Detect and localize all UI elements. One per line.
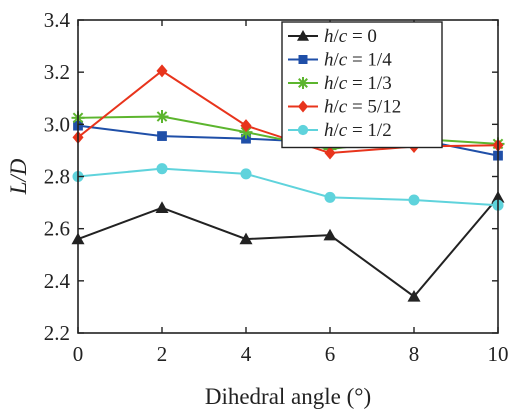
x-axis-title: Dihedral angle (°) bbox=[205, 384, 371, 409]
legend-label: h/c = 0 bbox=[324, 26, 377, 47]
diamond-marker bbox=[324, 146, 336, 160]
triangle-marker bbox=[155, 201, 169, 213]
series-line bbox=[77, 167, 499, 207]
legend-box bbox=[281, 21, 443, 149]
series-0 bbox=[71, 190, 505, 302]
circle-marker bbox=[408, 194, 420, 206]
circle-marker bbox=[156, 163, 168, 175]
triangle-marker bbox=[323, 228, 337, 241]
legend-entry: h/c = 1/4 bbox=[288, 50, 392, 71]
x-tick-label: 2 bbox=[157, 342, 168, 366]
square-marker bbox=[157, 131, 167, 141]
y-tick-label: 3.0 bbox=[44, 112, 70, 136]
star-marker bbox=[297, 77, 309, 89]
square-marker bbox=[241, 133, 251, 144]
y-tick-label: 2.4 bbox=[44, 269, 71, 293]
y-axis-title: L/D bbox=[6, 158, 31, 195]
series-line bbox=[77, 196, 499, 298]
star-marker bbox=[155, 110, 169, 124]
legend-entry: h/c = 5/12 bbox=[288, 97, 401, 118]
x-tick-label: 8 bbox=[409, 342, 420, 366]
x-tick-label: 4 bbox=[241, 342, 252, 366]
legend-label: h/c = 5/12 bbox=[324, 97, 401, 118]
legend-entry: h/c = 1/2 bbox=[288, 120, 392, 141]
legend-label: h/c = 1/3 bbox=[324, 73, 392, 94]
x-tick-label: 0 bbox=[73, 342, 84, 366]
circle-marker bbox=[240, 168, 252, 180]
star-stroke bbox=[240, 126, 252, 138]
circle-marker bbox=[324, 191, 336, 203]
circle-marker bbox=[297, 124, 309, 136]
triangle-marker bbox=[297, 30, 309, 41]
star-stroke bbox=[156, 111, 168, 122]
y-tick-label: 2.8 bbox=[44, 165, 70, 189]
y-tick-label: 3.2 bbox=[44, 60, 70, 84]
legend-label: h/c = 1/2 bbox=[324, 120, 392, 141]
legend-entry: h/c = 1/3 bbox=[288, 73, 392, 94]
diamond-marker bbox=[297, 100, 309, 113]
y-tick-label: 3.4 bbox=[44, 8, 71, 32]
legend-entry: h/c = 0 bbox=[288, 26, 377, 47]
y-tick-label: 2.2 bbox=[44, 321, 70, 345]
triangle-marker bbox=[239, 232, 253, 245]
y-tick-label: 2.6 bbox=[44, 217, 70, 241]
square-marker bbox=[298, 55, 308, 64]
legend-label: h/c = 1/4 bbox=[324, 50, 392, 71]
triangle-marker bbox=[407, 289, 421, 302]
star-stroke bbox=[298, 78, 308, 88]
legend: h/c = 0 h/c = 1/4h/c = 1/3 h/c = 5/12h/c =… bbox=[281, 21, 443, 149]
diamond-marker bbox=[156, 64, 168, 78]
series-4 bbox=[72, 163, 504, 211]
x-tick-label: 6 bbox=[325, 342, 336, 366]
axis-ticks: 0 2 4 6 8 10 2.2 2.4 2.6 2.8 3.0 3.2 3.4 bbox=[44, 8, 509, 366]
x-tick-label: 10 bbox=[488, 342, 509, 366]
diamond-marker bbox=[240, 119, 252, 133]
